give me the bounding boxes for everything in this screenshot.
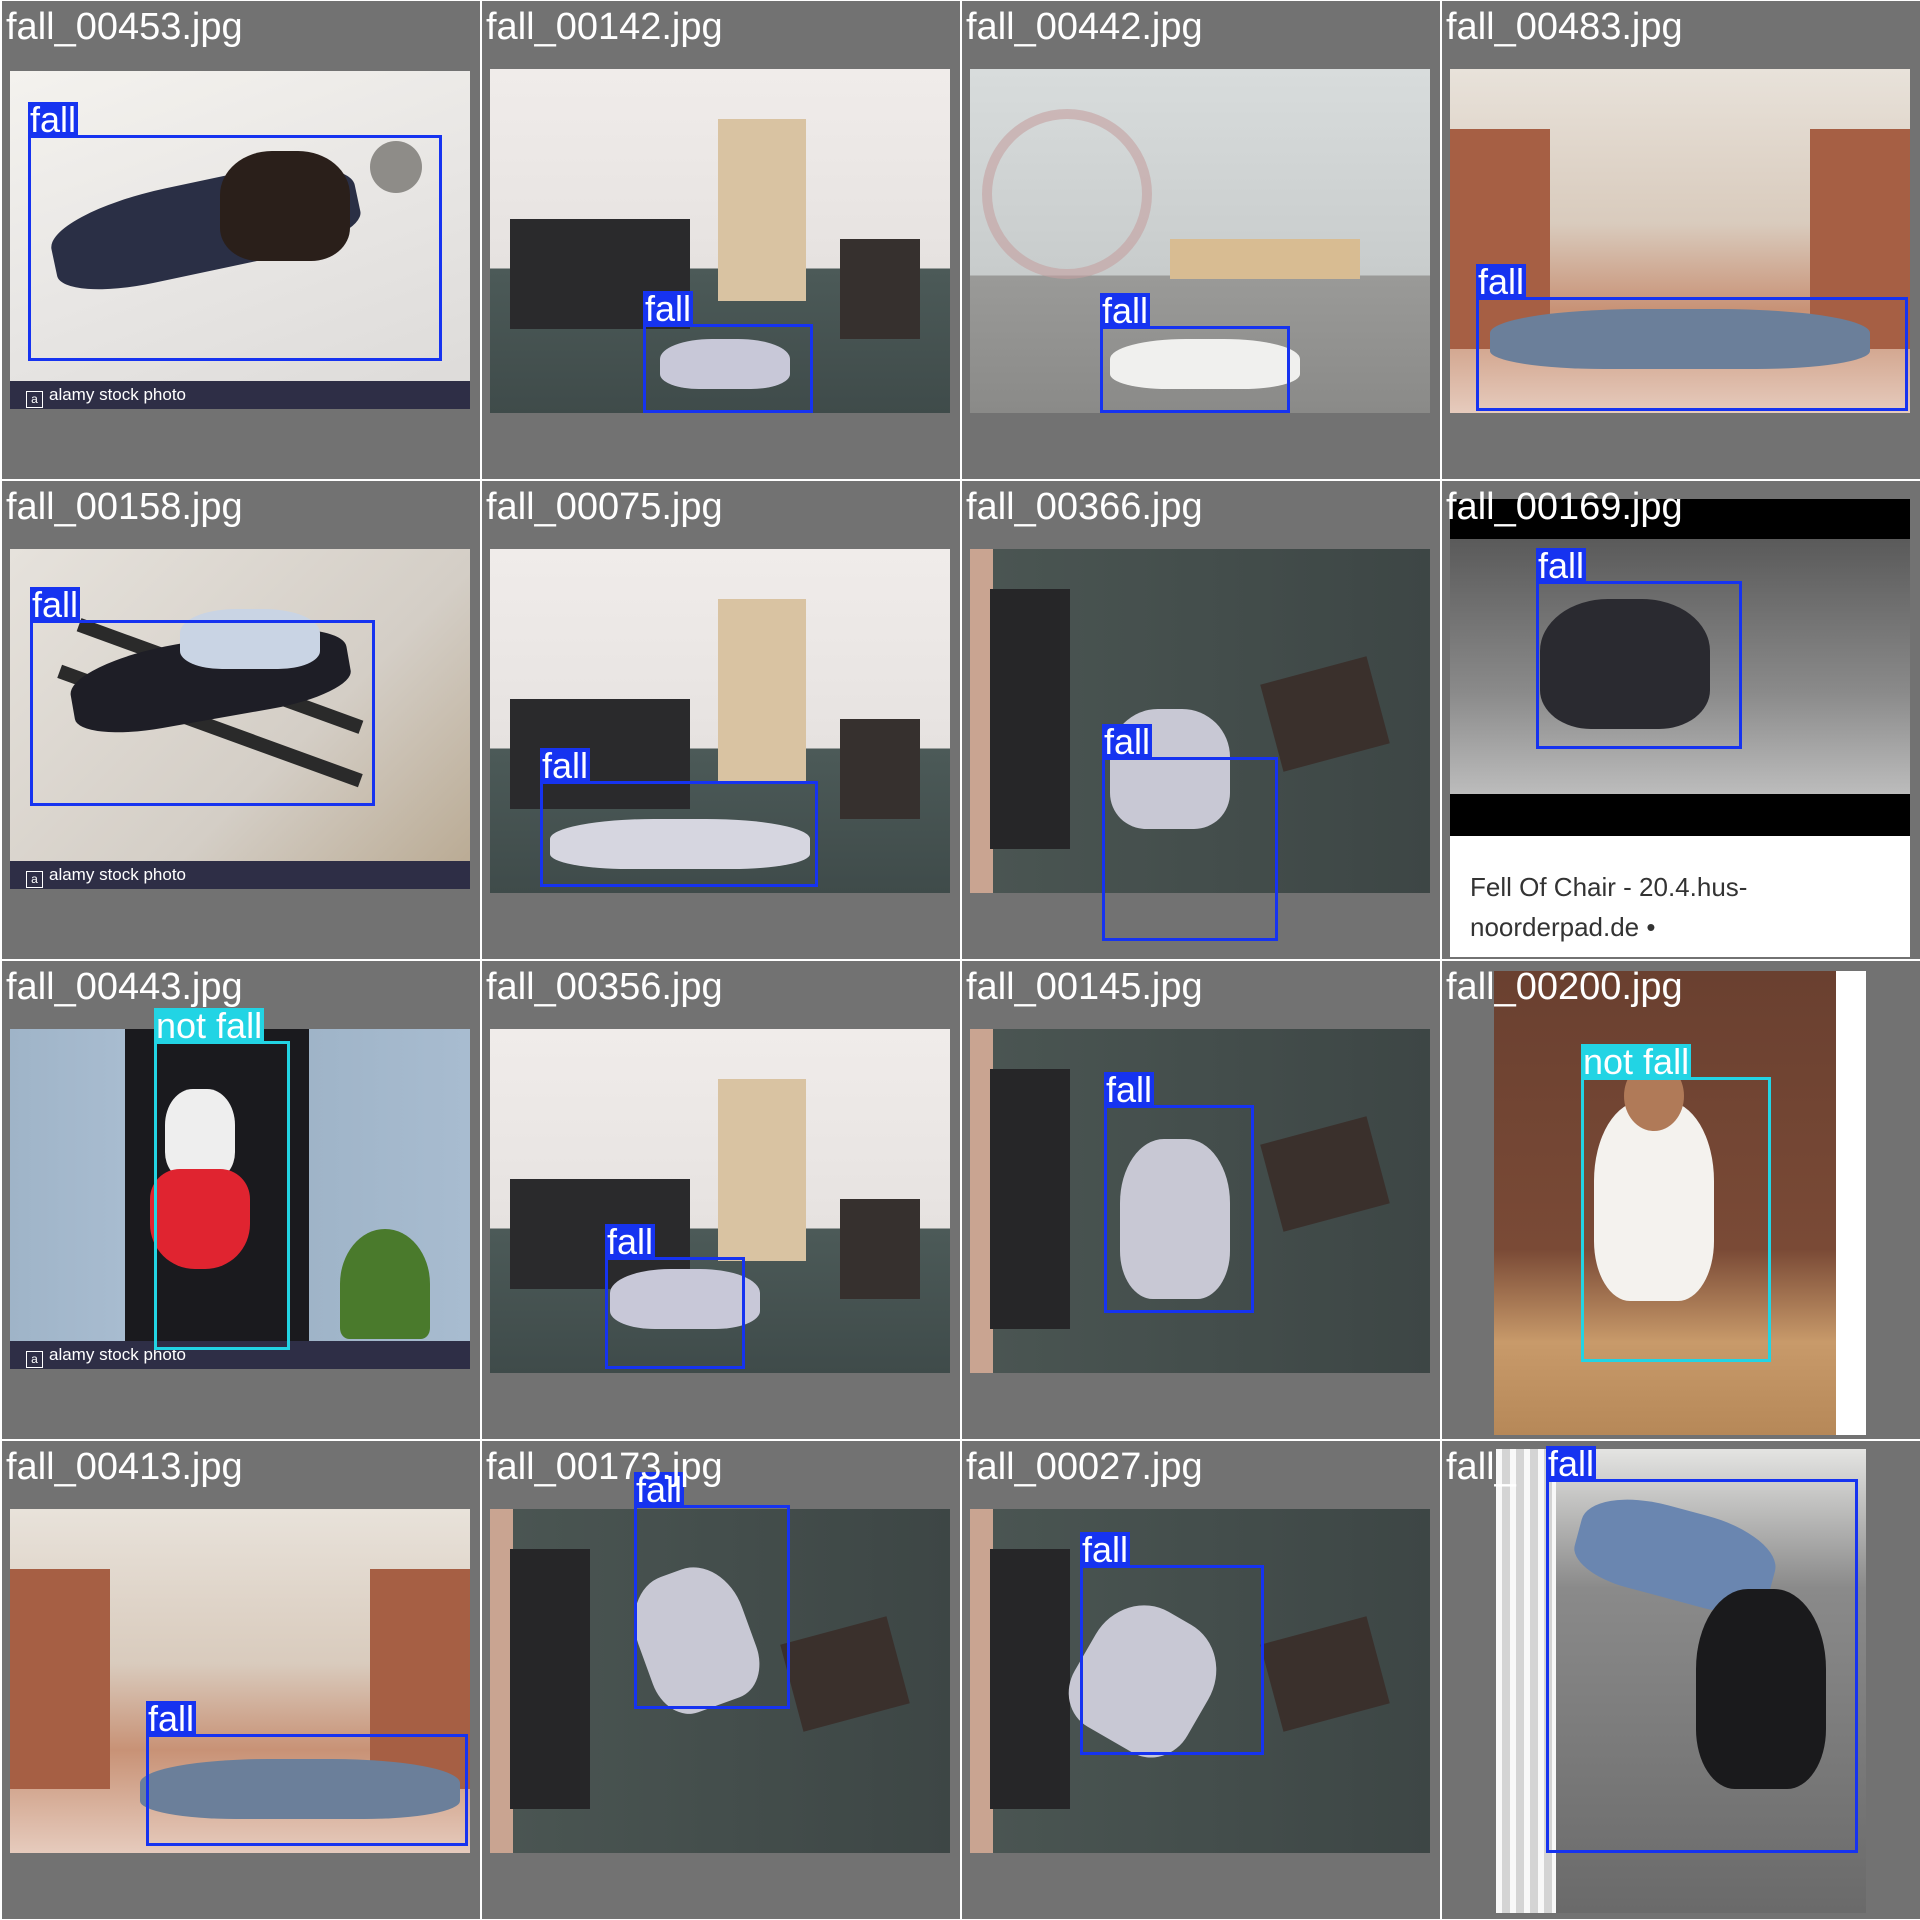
- detection-box: not fall: [154, 1008, 290, 1350]
- watermark-text: alamy stock photo: [49, 865, 187, 884]
- detection-label: not fall: [154, 1005, 265, 1046]
- tile-filename: fall_00453.jpg: [6, 6, 243, 48]
- detection-label: fall: [1476, 261, 1527, 302]
- detection-label: fall: [605, 1221, 656, 1262]
- detection-label: fall: [28, 99, 79, 140]
- tile-filename: fall_: [1446, 1446, 1516, 1488]
- detection-box: fall: [1546, 1446, 1858, 1853]
- alamy-logo-icon: a: [26, 871, 43, 888]
- grid-tile[interactable]: a alamy stock photo not fall fall_00443.j…: [2, 961, 480, 1439]
- grid-tile[interactable]: fall fall_00173.jpg: [482, 1441, 960, 1919]
- watermark-text: alamy stock photo: [49, 1345, 187, 1364]
- tile-filename: fall_00142.jpg: [486, 6, 723, 48]
- tile-filename: fall_00200.jpg: [1446, 966, 1683, 1008]
- detection-label: fall: [30, 584, 81, 625]
- detection-label: fall: [1080, 1529, 1131, 1570]
- detection-box: fall: [605, 1224, 745, 1369]
- detection-box: fall: [1104, 1072, 1254, 1313]
- grid-tile[interactable]: fall fall_00366.jpg: [962, 481, 1440, 959]
- watermark-text: alamy stock photo: [49, 385, 187, 404]
- detection-label: fall: [634, 1469, 685, 1510]
- grid-tile[interactable]: fall fall_: [1442, 1441, 1920, 1919]
- detection-box: fall: [643, 291, 813, 413]
- tile-filename: fall_00075.jpg: [486, 486, 723, 528]
- detection-label: fall: [146, 1698, 197, 1739]
- detection-label: fall: [1546, 1443, 1597, 1484]
- tile-filename: fall_00366.jpg: [966, 486, 1203, 528]
- tile-photo: a alamy stock photo: [10, 549, 470, 889]
- grid-tile[interactable]: fall fall_00442.jpg: [962, 1, 1440, 479]
- grid-tile[interactable]: fall fall_00075.jpg: [482, 481, 960, 959]
- tile-filename: fall_00145.jpg: [966, 966, 1203, 1008]
- detection-label: fall: [1102, 721, 1153, 762]
- tile-photo: [970, 549, 1430, 893]
- grid-tile[interactable]: fall fall_00027.jpg: [962, 1441, 1440, 1919]
- watermark-bar: a alamy stock photo: [10, 381, 470, 409]
- tile-filename: fall_00483.jpg: [1446, 6, 1683, 48]
- grid-tile[interactable]: a alamy stock photo fall fall_00158.jpg: [2, 481, 480, 959]
- grid-tile[interactable]: fall fall_00142.jpg: [482, 1, 960, 479]
- tile-photo: [970, 1029, 1430, 1373]
- detection-box: fall: [1476, 264, 1908, 411]
- detection-box: fall: [28, 102, 442, 361]
- detection-label: fall: [1100, 290, 1151, 331]
- video-caption: Fell Of Chair - 20.4.hus-noorderpad.de •: [1450, 857, 1910, 957]
- tile-photo: [970, 69, 1430, 413]
- alamy-logo-icon: a: [26, 1351, 43, 1368]
- tile-photo: [490, 1029, 950, 1373]
- grid-tile[interactable]: not fall fall_00200.jpg: [1442, 961, 1920, 1439]
- grid-tile[interactable]: fall fall_00145.jpg: [962, 961, 1440, 1439]
- tile-filename: fall_00356.jpg: [486, 966, 723, 1008]
- detection-label: fall: [1104, 1069, 1155, 1110]
- detection-box: fall: [1536, 548, 1742, 749]
- grid-tile[interactable]: fall fall_00483.jpg: [1442, 1, 1920, 479]
- tile-filename: fall_00173.jpg: [486, 1446, 723, 1488]
- detection-box: fall: [1102, 724, 1278, 941]
- detection-label: fall: [540, 745, 591, 786]
- detection-box: fall: [540, 748, 818, 887]
- tile-filename: fall_00158.jpg: [6, 486, 243, 528]
- grid-tile[interactable]: a alamy stock photo fall fall_00453.jpg: [2, 1, 480, 479]
- tile-photo: a alamy stock photo: [10, 71, 470, 409]
- detection-box: fall: [1100, 293, 1290, 413]
- grid-tile[interactable]: Fell Of Chair - 20.4.hus-noorderpad.de •…: [1442, 481, 1920, 959]
- watermark-bar: a alamy stock photo: [10, 1341, 470, 1369]
- detection-box: fall: [30, 587, 375, 806]
- tile-photo: [10, 1509, 470, 1853]
- tile-filename: fall_00443.jpg: [6, 966, 243, 1008]
- tile-filename: fall_00027.jpg: [966, 1446, 1203, 1488]
- tile-photo: [490, 69, 950, 413]
- tile-filename: fall_00413.jpg: [6, 1446, 243, 1488]
- detection-label: fall: [1536, 545, 1587, 586]
- detection-label: not fall: [1581, 1041, 1692, 1082]
- detection-box: fall: [634, 1472, 790, 1709]
- tile-photo: a alamy stock photo: [10, 1029, 470, 1369]
- tile-photo: [1450, 69, 1910, 413]
- detection-box: fall: [1080, 1532, 1264, 1755]
- detection-label: fall: [643, 288, 694, 329]
- watermark-bar: a alamy stock photo: [10, 861, 470, 889]
- detection-box: fall: [146, 1701, 468, 1846]
- alamy-logo-icon: a: [26, 391, 43, 408]
- grid-tile[interactable]: fall fall_00356.jpg: [482, 961, 960, 1439]
- tile-photo: [490, 1509, 950, 1853]
- tile-photo: [490, 549, 950, 893]
- detection-box: not fall: [1581, 1044, 1771, 1362]
- tile-filename: fall_00169.jpg: [1446, 486, 1683, 528]
- tile-photo: [1496, 1449, 1866, 1913]
- tile-filename: fall_00442.jpg: [966, 6, 1203, 48]
- grid-tile[interactable]: fall fall_00413.jpg: [2, 1441, 480, 1919]
